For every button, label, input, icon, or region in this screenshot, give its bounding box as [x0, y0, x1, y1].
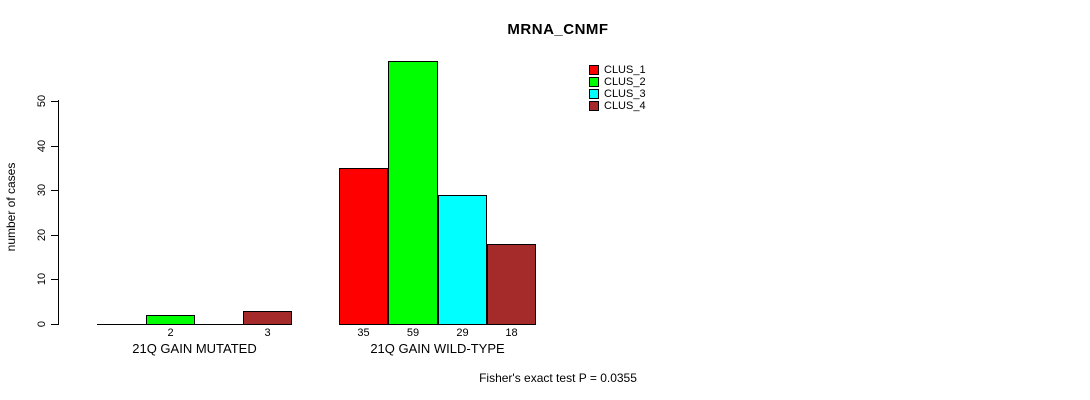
- chart-title: MRNA_CNMF: [507, 21, 609, 38]
- y-tick-label: 0: [36, 320, 48, 328]
- legend-label: CLUS_4: [604, 100, 646, 112]
- legend-item-clus_4: CLUS_4: [589, 100, 646, 112]
- y-tick: [51, 101, 58, 102]
- y-tick-label: 50: [36, 94, 48, 108]
- legend: CLUS_1 CLUS_2 CLUS_3 CLUS_4: [589, 64, 646, 112]
- legend-item-clus_3: CLUS_3: [589, 88, 646, 100]
- legend-swatch-clus_3: [589, 89, 599, 99]
- bar-clus_3-group2: [438, 195, 487, 325]
- bar-clus_4-group1: [243, 311, 292, 325]
- legend-item-clus_1: CLUS_1: [589, 64, 646, 76]
- y-tick-label: 20: [36, 228, 48, 242]
- bar-value-label: 35: [357, 327, 370, 339]
- bar-value-label: 18: [505, 327, 518, 339]
- legend-label: CLUS_1: [604, 64, 646, 76]
- bar-value-label: 2: [167, 327, 174, 339]
- legend-item-clus_2: CLUS_2: [589, 76, 646, 88]
- y-axis-line: [58, 100, 59, 325]
- bar-clus_1-group2: [339, 168, 388, 325]
- bar-value-label: 59: [406, 327, 420, 339]
- y-tick: [51, 235, 58, 236]
- y-tick-label: 30: [36, 183, 48, 197]
- bar-value-label: 3: [264, 327, 271, 339]
- bar-clus_2-group1: [146, 315, 195, 325]
- annotation-fisher-test: Fisher's exact test P = 0.0355: [479, 371, 637, 385]
- legend-label: CLUS_2: [604, 76, 646, 88]
- legend-label: CLUS_3: [604, 88, 646, 100]
- bar-clus_4-group2: [487, 244, 536, 325]
- legend-swatch-clus_2: [589, 77, 599, 87]
- y-axis-label: number of cases: [4, 162, 18, 252]
- bar-value-label: 29: [456, 327, 469, 339]
- x-category-label: 21Q GAIN WILD-TYPE: [370, 341, 505, 356]
- y-tick-label: 40: [36, 139, 48, 153]
- y-tick: [51, 324, 58, 325]
- legend-swatch-clus_1: [589, 65, 599, 75]
- y-tick-label: 10: [36, 272, 48, 286]
- legend-swatch-clus_4: [589, 101, 599, 111]
- bar-clus_2-group2: [388, 61, 438, 325]
- x-category-label: 21Q GAIN MUTATED: [132, 341, 257, 356]
- y-tick: [51, 146, 58, 147]
- y-tick: [51, 190, 58, 191]
- y-tick: [51, 279, 58, 280]
